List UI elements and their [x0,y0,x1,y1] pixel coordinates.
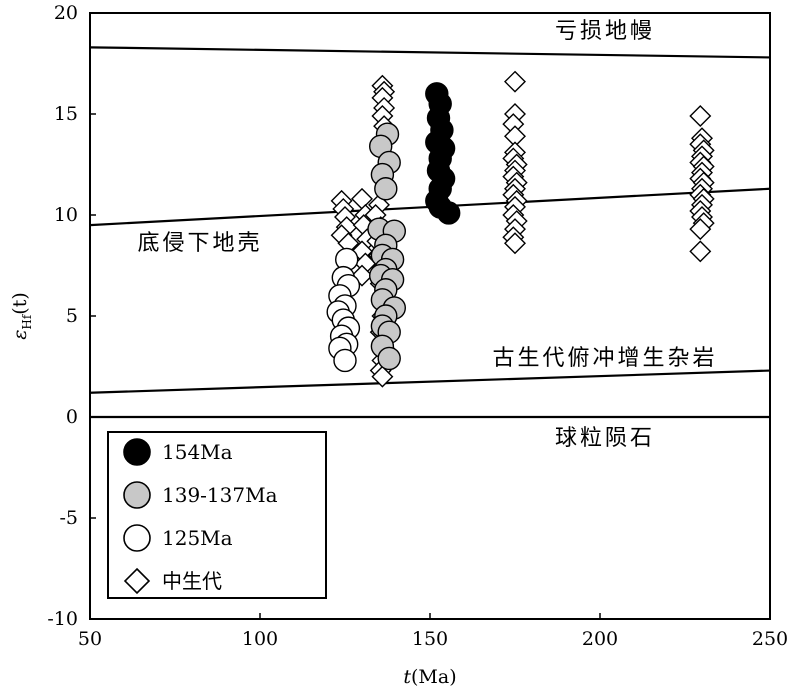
data-point [504,232,526,255]
lower-crust-label: 底侵下地壳 [137,231,262,256]
y-tick-label: 20 [54,2,78,24]
y-tick-label: 0 [66,406,78,428]
data-point [689,240,712,263]
x-axis-label-unit: (Ma) [411,666,457,688]
y-tick-label: 5 [66,305,78,327]
y-tick-label: -10 [47,608,78,630]
legend-marker [123,524,151,552]
legend-label: 139-137Ma [162,483,278,507]
data-point [371,365,394,388]
x-tick-label: 50 [78,628,102,650]
accretionary-complex-line [89,369,771,394]
depleted-mantle-line [89,46,771,59]
legend-label: 154Ma [162,440,233,464]
y-axis-label-main: ε [9,330,31,340]
legend-marker [123,438,151,466]
data-point [333,348,357,373]
y-tick-label: 15 [54,103,78,125]
legend-label: 125Ma [162,526,233,550]
legend-marker [123,567,151,595]
legend-item: 154Ma [123,438,233,466]
legend-label: 中生代 [162,569,222,593]
accretionary-complex-label: 古生代俯冲增生杂岩 [492,346,717,371]
legend-item: 中生代 [123,567,222,595]
y-axis-label-sub: Hf [20,313,34,329]
data-point [374,177,398,201]
data-point [689,105,712,128]
y-axis-label-paren: (t) [9,292,31,314]
x-tick-label: 200 [582,628,618,650]
y-tick-label: -5 [59,507,78,529]
series-125ma [326,247,361,373]
chondrite-label: 球粒陨石 [555,426,655,451]
depleted-mantle-label: 亏损地幔 [555,19,655,44]
legend-marker [123,481,151,509]
x-tick-label: 250 [752,628,788,650]
data-point [437,201,461,225]
legend-item: 139-137Ma [123,481,278,509]
legend: 154Ma 139-137Ma 125Ma 中生代 [107,431,327,599]
x-tick-label: 150 [412,628,448,650]
series-154ma [425,82,461,225]
x-tick-label: 100 [242,628,278,650]
series-139-137ma [367,122,406,371]
x-axis-label-main: t [403,666,411,688]
y-tick-label: 10 [54,204,78,226]
data-point [689,218,712,241]
series-mesozoic [330,70,715,388]
data-point [377,346,401,371]
data-point [504,70,526,93]
y-axis-label: εHf(t) [9,292,34,340]
legend-item: 125Ma [123,524,233,552]
x-axis-label: t(Ma) [403,666,456,688]
